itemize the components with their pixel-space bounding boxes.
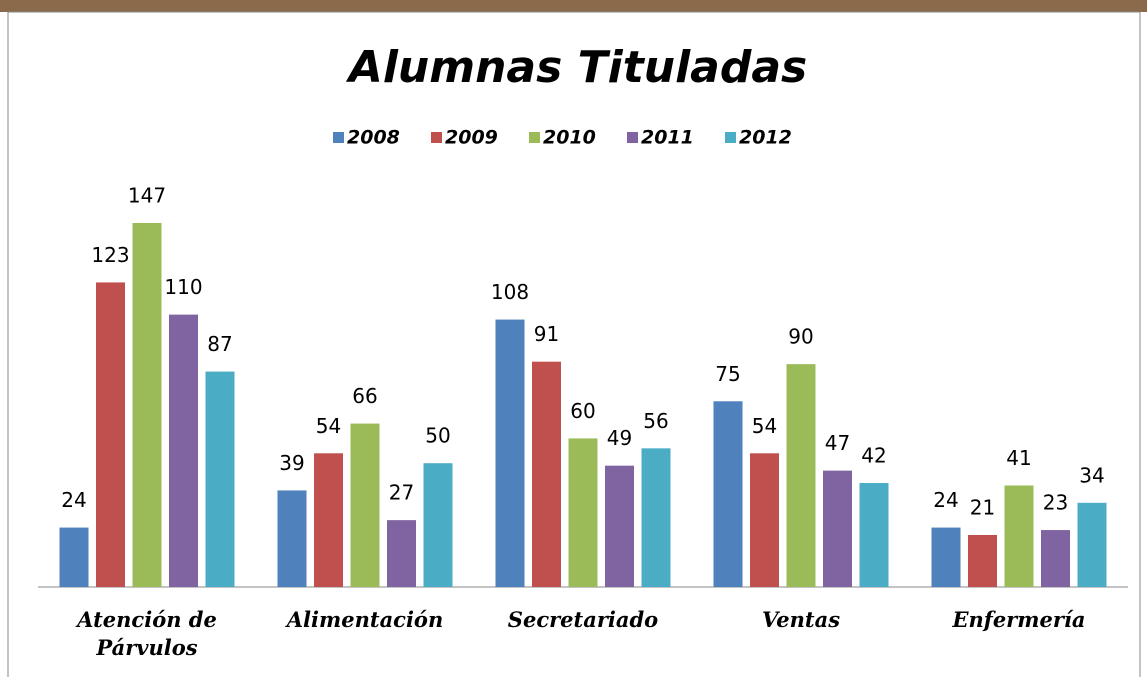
x-tick-label: Alimentación [286,607,444,632]
bar [169,314,198,587]
bar [1041,530,1070,587]
legend-label: 2011 [641,127,694,149]
bar [931,527,961,587]
chart-title: Alumnas Tituladas [346,42,807,93]
value-label: 90 [788,325,813,349]
value-label: 66 [352,384,377,408]
value-label: 75 [715,362,740,386]
value-label: 39 [279,451,304,475]
bar [387,520,416,587]
bar [605,465,634,587]
value-label: 47 [825,431,850,455]
bar [823,470,852,587]
legend-swatch [529,132,540,143]
value-label: 54 [316,414,341,438]
bar [1004,485,1034,587]
value-label: 42 [861,444,886,468]
legend-swatch [431,132,442,143]
bar [568,438,598,587]
bar [423,463,453,587]
value-label: 147 [128,184,166,208]
bar [132,223,162,587]
x-tick-label: Atención de Párvulos [77,607,217,660]
value-label: 50 [425,424,450,448]
bar [641,448,671,587]
value-label: 49 [607,426,632,450]
bar [96,282,125,587]
value-label: 23 [1043,491,1068,515]
legend-label: 2008 [347,127,400,149]
value-label: 91 [534,322,559,346]
legend-swatch [725,132,736,143]
bar [495,319,525,587]
value-label: 24 [933,488,958,512]
value-label: 54 [752,414,777,438]
bar [59,527,89,587]
bar [786,364,816,587]
bar [350,423,380,587]
legend-swatch [627,132,638,143]
legend-swatch [333,132,344,143]
value-label: 60 [570,399,595,423]
x-tick-label: Enfermería [952,607,1086,632]
value-label: 24 [61,488,86,512]
value-label: 27 [389,481,414,505]
bar [713,401,743,587]
bar [532,361,561,587]
bar [968,535,997,587]
value-label: 21 [970,496,995,520]
value-label: 56 [643,409,668,433]
bar [314,453,343,587]
legend-label: 2009 [445,127,498,149]
bar [277,490,307,587]
value-label: 123 [91,243,129,267]
value-label: 108 [491,280,529,304]
legend-label: 2010 [543,127,596,149]
value-label: 34 [1079,463,1104,487]
photo-strip [0,0,1147,12]
value-label: 87 [207,332,232,356]
bar [750,453,779,587]
value-label: 110 [164,275,202,299]
bar [859,483,889,587]
value-label: 41 [1006,446,1031,470]
bar [205,371,235,587]
x-tick-label: Secretariado [507,607,659,632]
x-tick-label: Ventas [761,607,841,632]
bar [1077,502,1107,587]
legend-label: 2012 [739,127,792,149]
